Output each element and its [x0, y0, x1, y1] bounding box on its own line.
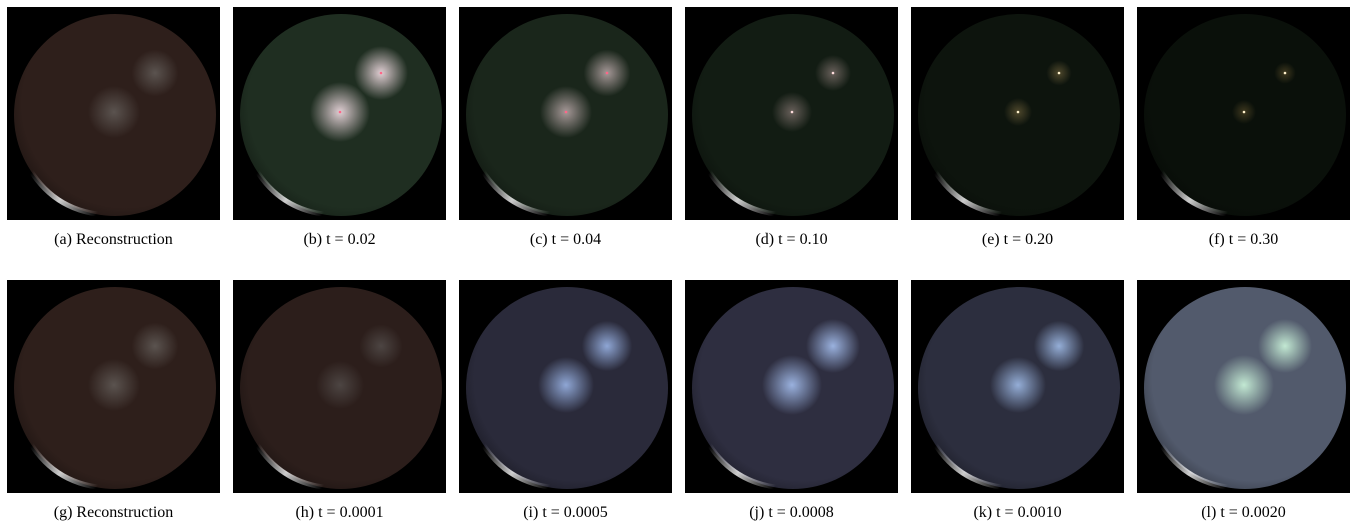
caption: (l) t = 0.0020 [1117, 504, 1355, 522]
sphere-render [911, 7, 1124, 220]
panel: (h) t = 0.0001 [233, 280, 446, 521]
caption: (d) t = 0.10 [665, 231, 918, 249]
caption-tag: (f) [1208, 231, 1225, 248]
sphere-render [7, 280, 220, 493]
caption: (h) t = 0.0001 [213, 504, 466, 522]
sphere-render [685, 280, 898, 493]
caption-tag: (d) [755, 231, 775, 248]
sphere-render [1137, 280, 1350, 493]
caption: (g) Reconstruction [0, 504, 240, 522]
panel: (k) t = 0.0010 [911, 280, 1124, 521]
caption-tag: (e) [981, 231, 1000, 248]
caption-tag: (j) [749, 504, 765, 521]
panel: (i) t = 0.0005 [459, 280, 672, 521]
caption-text: Reconstruction [75, 231, 173, 248]
caption-text: t = 0.0008 [768, 504, 834, 521]
caption-text: t = 0.30 [1228, 231, 1279, 248]
panel: (e) t = 0.20 [911, 7, 1124, 248]
panel: (b) t = 0.02 [233, 7, 446, 248]
panel: (d) t = 0.10 [685, 7, 898, 248]
sphere-render [459, 280, 672, 493]
sphere-render [1137, 7, 1350, 220]
caption: (f) t = 0.30 [1117, 231, 1355, 249]
caption-text: Reconstruction [76, 504, 174, 521]
caption-tag: (g) [53, 504, 73, 521]
caption: (e) t = 0.20 [891, 231, 1144, 249]
caption: (b) t = 0.02 [213, 231, 466, 249]
caption-text: t = 0.20 [1003, 231, 1054, 248]
caption-text: t = 0.04 [551, 231, 602, 248]
caption-text: t = 0.0005 [542, 504, 608, 521]
panel: (l) t = 0.0020 [1137, 280, 1350, 521]
caption-text: t = 0.10 [778, 231, 828, 248]
panel: (j) t = 0.0008 [685, 280, 898, 521]
sphere-render [7, 7, 220, 220]
sphere-render [459, 7, 672, 220]
caption-tag: (k) [973, 504, 993, 521]
panel: (c) t = 0.04 [459, 7, 672, 248]
sphere-render [911, 280, 1124, 493]
caption-tag: (a) [54, 231, 72, 248]
caption-tag: (i) [523, 504, 539, 521]
caption: (i) t = 0.0005 [439, 504, 692, 522]
caption: (a) Reconstruction [0, 231, 240, 249]
sphere-render [233, 7, 446, 220]
caption-tag: (b) [303, 231, 323, 248]
caption-text: t = 0.0020 [1220, 504, 1286, 521]
caption-tag: (h) [295, 504, 315, 521]
caption-tag: (c) [529, 231, 548, 248]
caption-tag: (l) [1201, 504, 1217, 521]
caption-text: t = 0.0001 [318, 504, 384, 521]
caption-text: t = 0.0010 [996, 504, 1062, 521]
caption-text: t = 0.02 [326, 231, 376, 248]
caption: (k) t = 0.0010 [891, 504, 1144, 522]
caption: (c) t = 0.04 [439, 231, 692, 249]
caption: (j) t = 0.0008 [665, 504, 918, 522]
sphere-render [685, 7, 898, 220]
panel: (a) Reconstruction [7, 7, 220, 248]
panel: (g) Reconstruction [7, 280, 220, 521]
panel: (f) t = 0.30 [1137, 7, 1350, 248]
sphere-render [233, 280, 446, 493]
